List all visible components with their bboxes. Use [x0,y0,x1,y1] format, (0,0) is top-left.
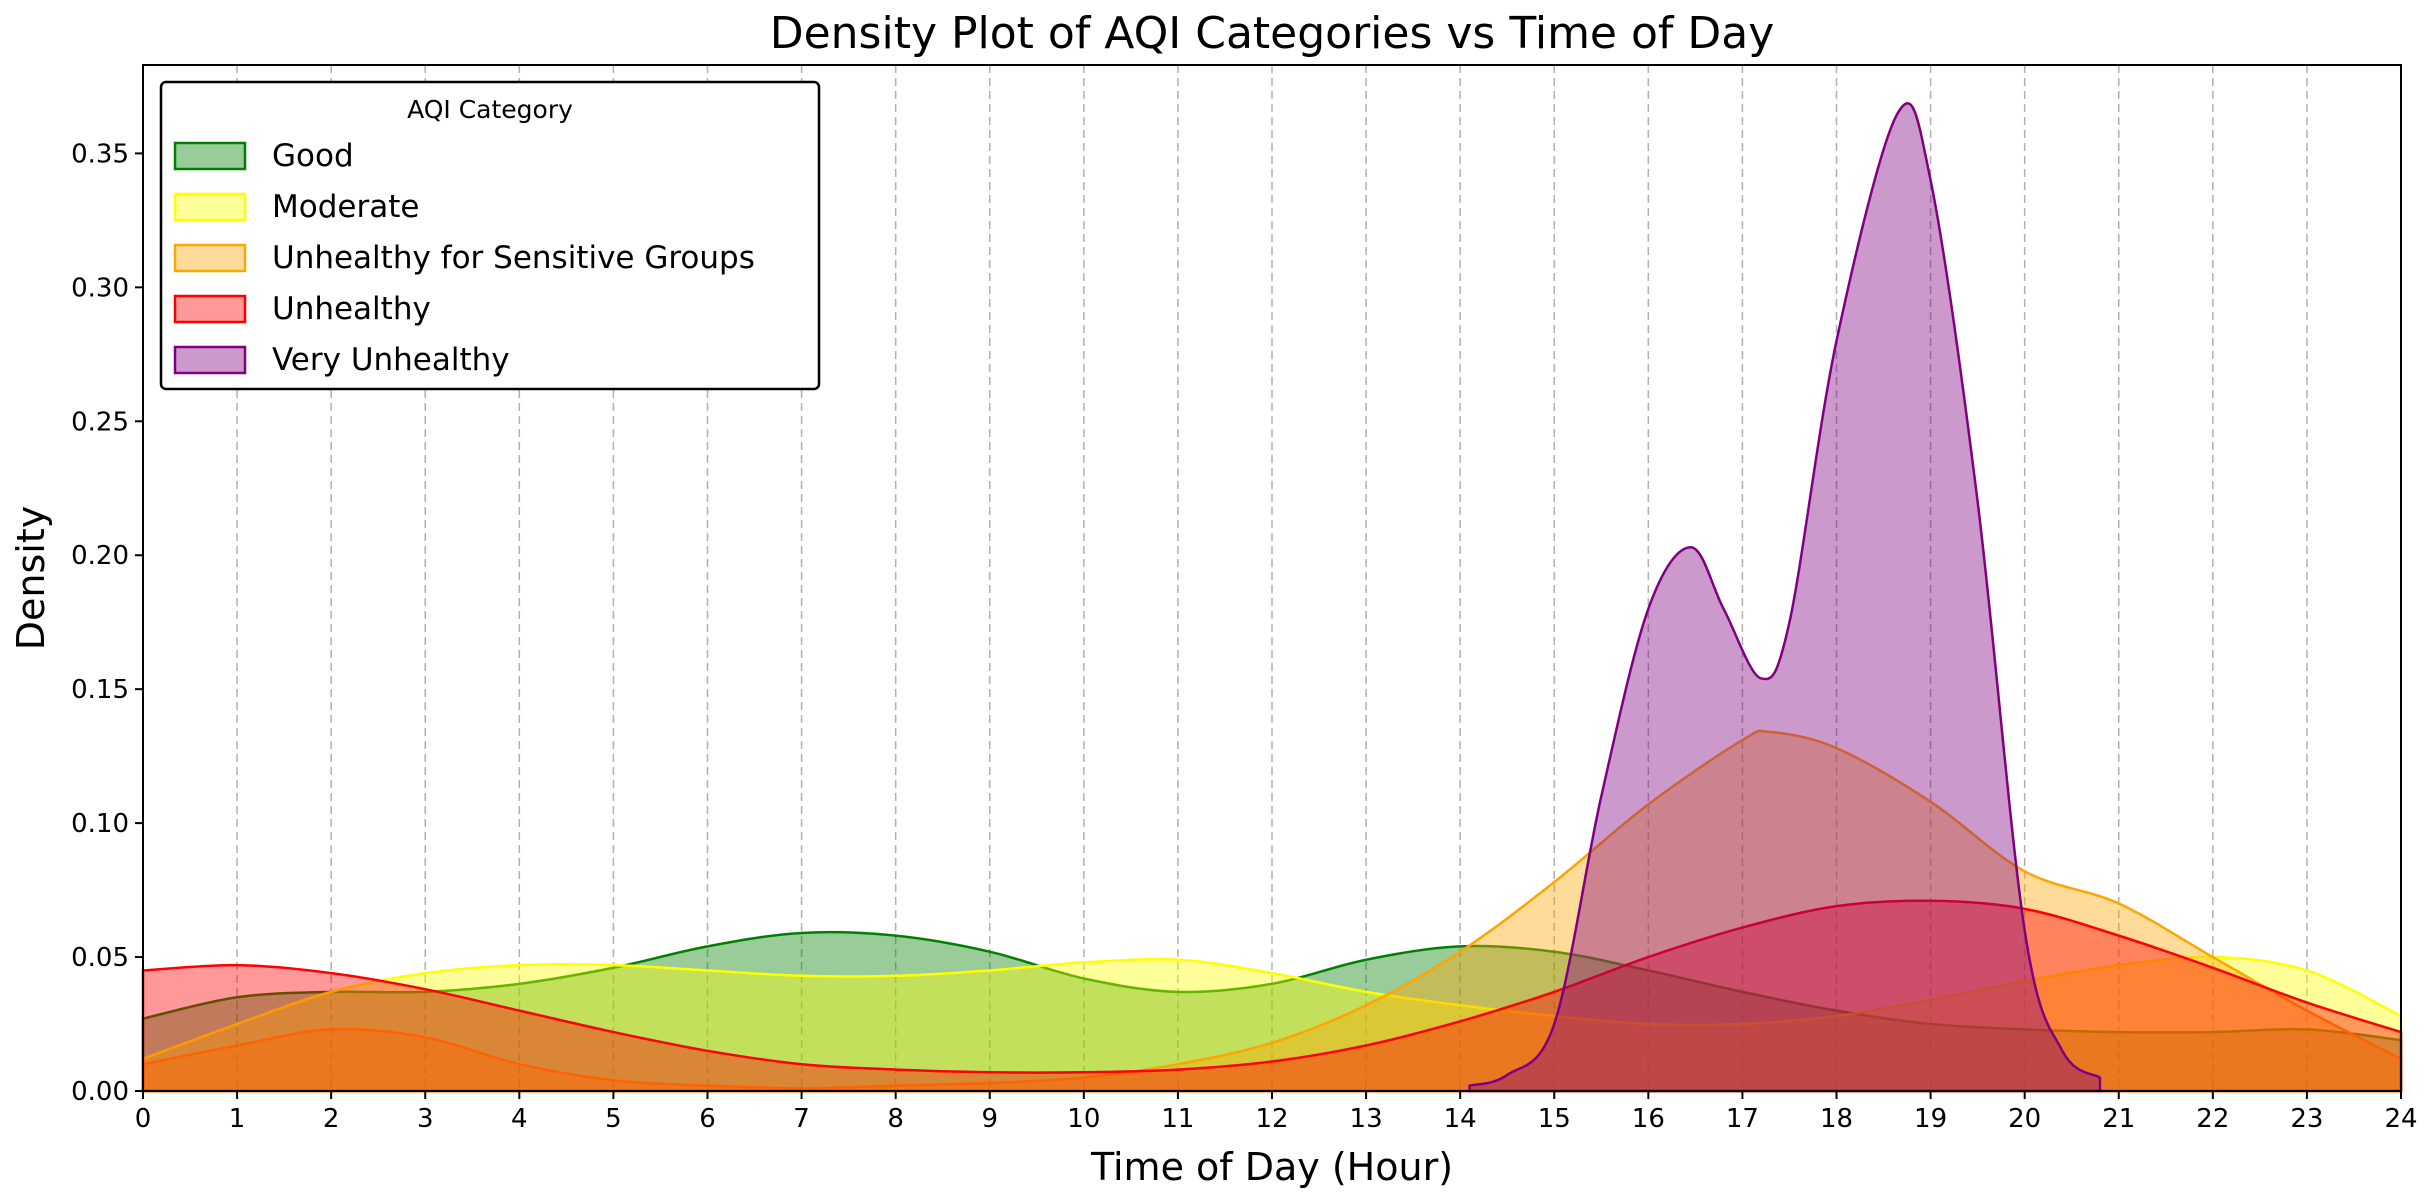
y-tick-label: 0.00 [71,1077,129,1107]
y-axis-label: Density [9,506,53,650]
y-tick-label: 0.20 [71,541,129,571]
legend-swatch-moderate [173,192,247,222]
x-tick-label: 22 [2196,1104,2229,1134]
x-tick-label: 20 [2008,1104,2041,1134]
y-tick-label: 0.15 [71,675,129,705]
legend: AQI Category Good Moderate Unhealthy for S… [159,80,821,391]
x-tick-label: 19 [1914,1104,1947,1134]
grid-lines [236,65,2308,1091]
legend-label-unhealthy: Unhealthy [272,291,431,327]
legend-swatch-good [173,141,247,171]
line-unhealthy-for-sensitive-groups [141,729,2403,1093]
x-tick-label: 13 [1350,1104,1383,1134]
line-moderate [141,955,2403,1093]
area-unhealthy [143,900,2401,1091]
x-tick-label: 0 [135,1104,152,1134]
x-tick-label: 5 [605,1104,622,1134]
x-tick-label: 11 [1161,1104,1194,1134]
x-tick-label: 8 [887,1104,904,1134]
x-tick-label: 17 [1726,1104,1759,1134]
x-tick-label: 18 [1820,1104,1853,1134]
x-tick-label: 2 [323,1104,340,1134]
y-tick-label: 0.35 [71,139,129,169]
legend-box [159,80,821,391]
x-tick-label: 14 [1444,1104,1477,1134]
y-tick-label: 0.10 [71,809,129,839]
legend-label-moderate: Moderate [272,189,419,225]
x-tick-label: 12 [1255,1104,1288,1134]
x-axis-label: Time of Day (Hour) [1090,1145,1453,1189]
x-tick-label: 21 [2102,1104,2135,1134]
y-tick-label: 0.30 [71,273,129,303]
x-tick-label: 1 [229,1104,246,1134]
line-unhealthy [141,899,2403,1093]
legend-label-unhealthy-for-sensitive-groups: Unhealthy for Sensitive Groups [272,240,755,276]
x-tick-label: 9 [981,1104,998,1134]
y-axis-ticks: 0.00 0.05 0.10 0.15 0.20 0.25 0.30 0.35 [71,139,143,1107]
x-tick-label: 4 [511,1104,528,1134]
x-tick-label: 24 [2384,1104,2417,1134]
area-very-unhealthy [1469,103,2100,1092]
density-areas [141,102,2403,1093]
legend-swatch-unhealthy-for-sensitive-groups [173,243,247,273]
line-good [141,930,2403,1093]
chart-title: Density Plot of AQI Categories vs Time o… [770,8,1775,59]
legend-label-very-unhealthy: Very Unhealthy [272,342,510,378]
x-tick-label: 10 [1067,1104,1100,1134]
legend-swatch-very-unhealthy [173,345,247,375]
x-tick-label: 3 [417,1104,434,1134]
x-axis-ticks: 0 1 2 3 4 5 6 7 8 9 10 11 12 13 14 15 16 17 18 19 20 21 22 23 24 [135,1091,2418,1134]
x-tick-label: 15 [1538,1104,1571,1134]
area-moderate [143,956,2401,1091]
line-very-unhealthy [1468,102,2102,1093]
area-unhealthy-for-sensitive-groups [143,730,2401,1091]
x-tick-label: 6 [699,1104,716,1134]
y-tick-label: 0.25 [71,407,129,437]
x-tick-label: 16 [1632,1104,1665,1134]
legend-title: AQI Category [407,95,573,124]
x-tick-label: 23 [2290,1104,2323,1134]
legend-label-good: Good [272,138,354,174]
x-tick-label: 7 [793,1104,810,1134]
legend-swatch-unhealthy [173,294,247,324]
y-tick-label: 0.05 [71,943,129,973]
